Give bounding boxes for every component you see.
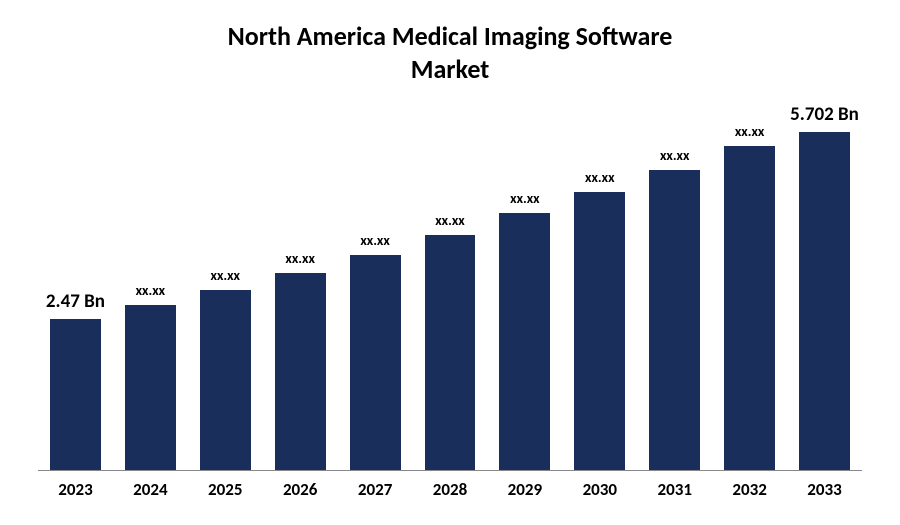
x-axis-label: 2031 <box>637 479 712 500</box>
bar <box>125 305 176 470</box>
bar-slot: xx.xx <box>113 103 188 470</box>
x-axis-label: 2028 <box>413 479 488 500</box>
x-axis-label: 2027 <box>338 479 413 500</box>
bar <box>574 192 625 470</box>
bar-value-label: xx.xx <box>660 147 689 164</box>
bar <box>275 273 326 470</box>
bar <box>350 255 401 470</box>
x-axis-label: 2024 <box>113 479 188 500</box>
bar-slot: xx.xx <box>712 103 787 470</box>
bar-slot: 2.47 Bn <box>38 103 113 470</box>
x-axis-label: 2030 <box>562 479 637 500</box>
x-axis-label: 2025 <box>188 479 263 500</box>
bar-value-label: xx.xx <box>435 212 464 229</box>
bar-slot: xx.xx <box>263 103 338 470</box>
bar-slot: 5.702 Bn <box>787 103 862 470</box>
bar-value-label: xx.xx <box>360 232 389 249</box>
bar <box>50 319 101 470</box>
bar <box>200 290 251 470</box>
x-axis-label: 2023 <box>38 479 113 500</box>
chart-title-line1: North America Medical Imaging Software <box>30 20 870 53</box>
chart-container: North America Medical Imaging Software M… <box>0 0 900 525</box>
bar-slot: xx.xx <box>188 103 263 470</box>
bar-slot: xx.xx <box>562 103 637 470</box>
bar-value-label: xx.xx <box>211 267 240 284</box>
bar <box>499 213 550 470</box>
bar <box>649 170 700 470</box>
plot-area: 2.47 Bn xx.xx xx.xx xx.xx xx.xx xx.xx <box>38 103 862 471</box>
bars-row: 2.47 Bn xx.xx xx.xx xx.xx xx.xx xx.xx <box>38 103 862 470</box>
bar-value-label: xx.xx <box>735 123 764 140</box>
x-axis-label: 2026 <box>263 479 338 500</box>
chart-title-line2: Market <box>30 53 870 86</box>
bar-slot: xx.xx <box>338 103 413 470</box>
bar <box>425 235 476 470</box>
x-axis-label: 2033 <box>787 479 862 500</box>
bar-slot: xx.xx <box>487 103 562 470</box>
x-axis-label: 2032 <box>712 479 787 500</box>
bar-slot: xx.xx <box>413 103 488 470</box>
bar-slot: xx.xx <box>637 103 712 470</box>
chart-title: North America Medical Imaging Software M… <box>30 20 870 85</box>
x-axis-label: 2029 <box>487 479 562 500</box>
x-axis: 2023 2024 2025 2026 2027 2028 2029 2030 … <box>38 479 862 500</box>
bar-value-label: xx.xx <box>285 250 314 267</box>
bar-value-label: xx.xx <box>136 282 165 299</box>
bar-value-label: 5.702 Bn <box>790 103 859 126</box>
bar-value-label: xx.xx <box>510 190 539 207</box>
bar-value-label: xx.xx <box>585 169 614 186</box>
bar <box>724 146 775 470</box>
bar <box>799 132 850 470</box>
bar-value-label: 2.47 Bn <box>46 290 105 313</box>
